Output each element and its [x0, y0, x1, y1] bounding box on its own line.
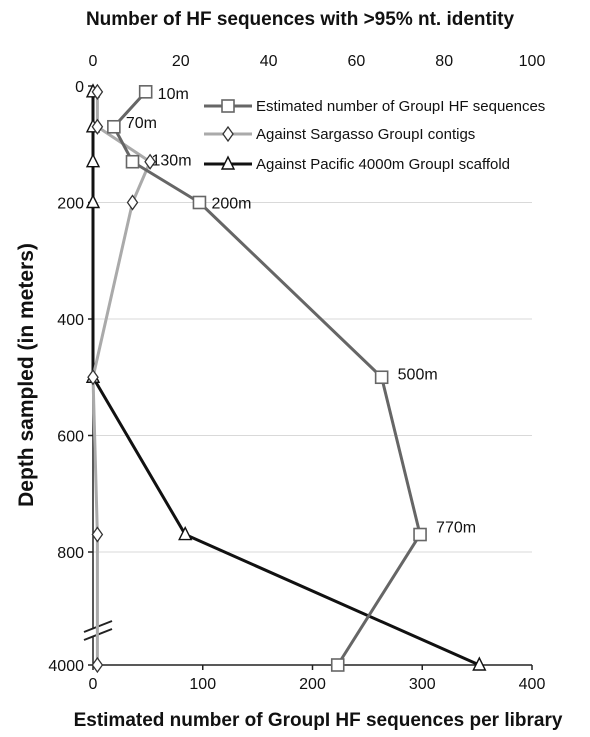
bottom-tick-label: 200: [299, 676, 326, 693]
diamond-marker: [91, 83, 104, 100]
series-diamond: [87, 83, 156, 674]
point-label: 70m: [126, 115, 157, 132]
y-tick-label: 4000: [48, 658, 84, 675]
bottom-tick-label: 300: [409, 676, 436, 693]
y-tick-label: 0: [75, 79, 84, 96]
y-axis-title: Depth sampled (in meters): [15, 243, 38, 507]
triangle-marker: [178, 525, 193, 541]
legend-label: Against Sargasso GroupI contigs: [256, 126, 475, 143]
y-tick-label: 200: [57, 196, 84, 213]
diamond-marker: [126, 194, 139, 211]
square-marker: [413, 527, 427, 542]
top-tick-label: 100: [519, 53, 546, 70]
legend-label: Estimated number of GroupI HF sequences: [256, 98, 545, 115]
y-tick-label: 400: [57, 312, 84, 329]
y-tick-label: 600: [57, 429, 84, 446]
point-label: 130m: [152, 153, 192, 170]
triangle-marker: [85, 193, 101, 209]
bottom-tick-label: 100: [189, 676, 216, 693]
triangle-marker: [85, 153, 101, 168]
top-tick-label: 40: [260, 53, 278, 70]
top-tick-label: 20: [172, 53, 190, 70]
triangle-marker: [220, 155, 236, 170]
legend: Estimated number of GroupI HF sequences A…: [204, 98, 545, 173]
diamond-marker: [91, 526, 104, 543]
square-marker: [107, 119, 121, 134]
gridlines: [93, 202, 532, 553]
diamond-marker: [91, 656, 104, 674]
point-label: 770m: [436, 520, 476, 537]
bottom-axis-title: Estimated number of GroupI HF sequences …: [74, 710, 563, 731]
square-marker: [221, 99, 235, 113]
square-marker: [374, 370, 389, 385]
point-label: 500m: [398, 366, 438, 383]
y-tick-label: 800: [57, 545, 84, 562]
series-line: [112, 90, 422, 666]
square-marker: [138, 85, 153, 99]
triangle-marker: [472, 656, 487, 671]
top-tick-label: 60: [348, 53, 366, 70]
point-label: 10m: [158, 86, 189, 103]
top-axis-title: Number of HF sequences with >95% nt. ide…: [86, 9, 515, 30]
diamond-marker: [91, 118, 104, 135]
top-tick-label: 80: [435, 53, 453, 70]
series-line: [91, 91, 152, 665]
bottom-tick-label: 400: [519, 676, 546, 693]
bottom-tick-label: 0: [89, 676, 98, 693]
legend-label: Against Pacific 4000m GroupI scaffold: [256, 156, 510, 173]
square-marker: [125, 154, 140, 169]
diamond-marker: [87, 369, 99, 386]
diamond-marker: [222, 125, 234, 143]
top-tick-label: 0: [89, 53, 98, 70]
point-label: 200m: [211, 196, 251, 213]
square-marker: [192, 195, 207, 210]
square-marker: [330, 658, 345, 672]
diamond-marker: [144, 153, 156, 170]
